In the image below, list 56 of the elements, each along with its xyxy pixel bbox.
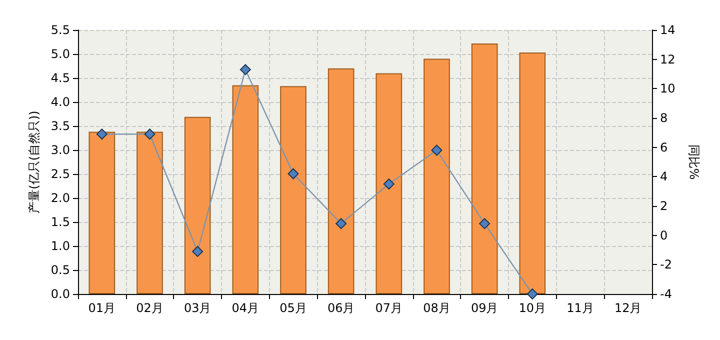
bar [136,132,163,294]
y-tick-label: 4.0 [50,95,70,109]
bar [280,86,306,294]
x-tick-label: 07月 [375,301,403,315]
y2-tick-label: -4 [660,287,672,301]
x-tick-label: 03月 [184,301,212,315]
y2-tick-label: 14 [660,23,676,37]
y-tick-label: 3.5 [50,119,70,133]
y2-tick-label: 10 [660,82,676,96]
point [336,218,347,230]
point [144,128,156,140]
y-tick-label: 1.5 [50,215,70,229]
bar [519,52,546,294]
point [479,218,490,230]
x-tick-label: 10月 [518,301,546,315]
point [288,168,299,180]
y-tick-label: 0.0 [50,287,70,301]
y-tick-label: 4.5 [50,71,70,85]
x-tick-label: 06月 [327,301,355,315]
y2-tick-label: 2 [660,199,668,213]
point [431,144,442,156]
y2-tick-label: 0 [660,228,668,242]
bar [376,73,402,294]
x-tick-label: 09月 [470,301,498,315]
x-tick-label: 01月 [88,301,116,315]
x-tick-label: 11月 [566,301,594,315]
bar [88,132,116,294]
x-tick-label: 04月 [232,301,260,315]
bar [328,68,354,294]
y-tick-label: 5.0 [50,47,70,61]
point [383,178,394,190]
x-tick-label: 12月 [614,301,642,315]
y-tick-label: 2.0 [50,191,70,205]
y-tick-label: 2.5 [50,167,70,181]
point [192,246,204,257]
y2-tick-label: -2 [660,258,672,272]
y2-tick-label: 4 [660,170,668,184]
y-tick-label: 0.5 [50,263,70,277]
bar [232,85,259,294]
y-tick-label: 3.0 [50,143,70,157]
bar [424,58,450,294]
point [240,64,251,76]
x-tick-label: 05月 [280,301,307,315]
point [526,288,538,300]
y-tick-label: 5.5 [50,23,70,37]
y-axis-title: 产量(亿只(自然只)) [27,110,42,214]
x-tick-label: 02月 [136,301,164,315]
y2-tick-label: 12 [660,52,676,66]
y2-tick-label: 8 [660,111,668,125]
x-tick-label: 08月 [423,301,450,315]
y2-axis-title: 同比% [687,144,701,180]
y2-tick-label: 6 [660,140,668,154]
y-tick-label: 1.0 [50,239,70,253]
bar [184,116,211,294]
point [96,128,108,140]
bar [471,43,498,294]
